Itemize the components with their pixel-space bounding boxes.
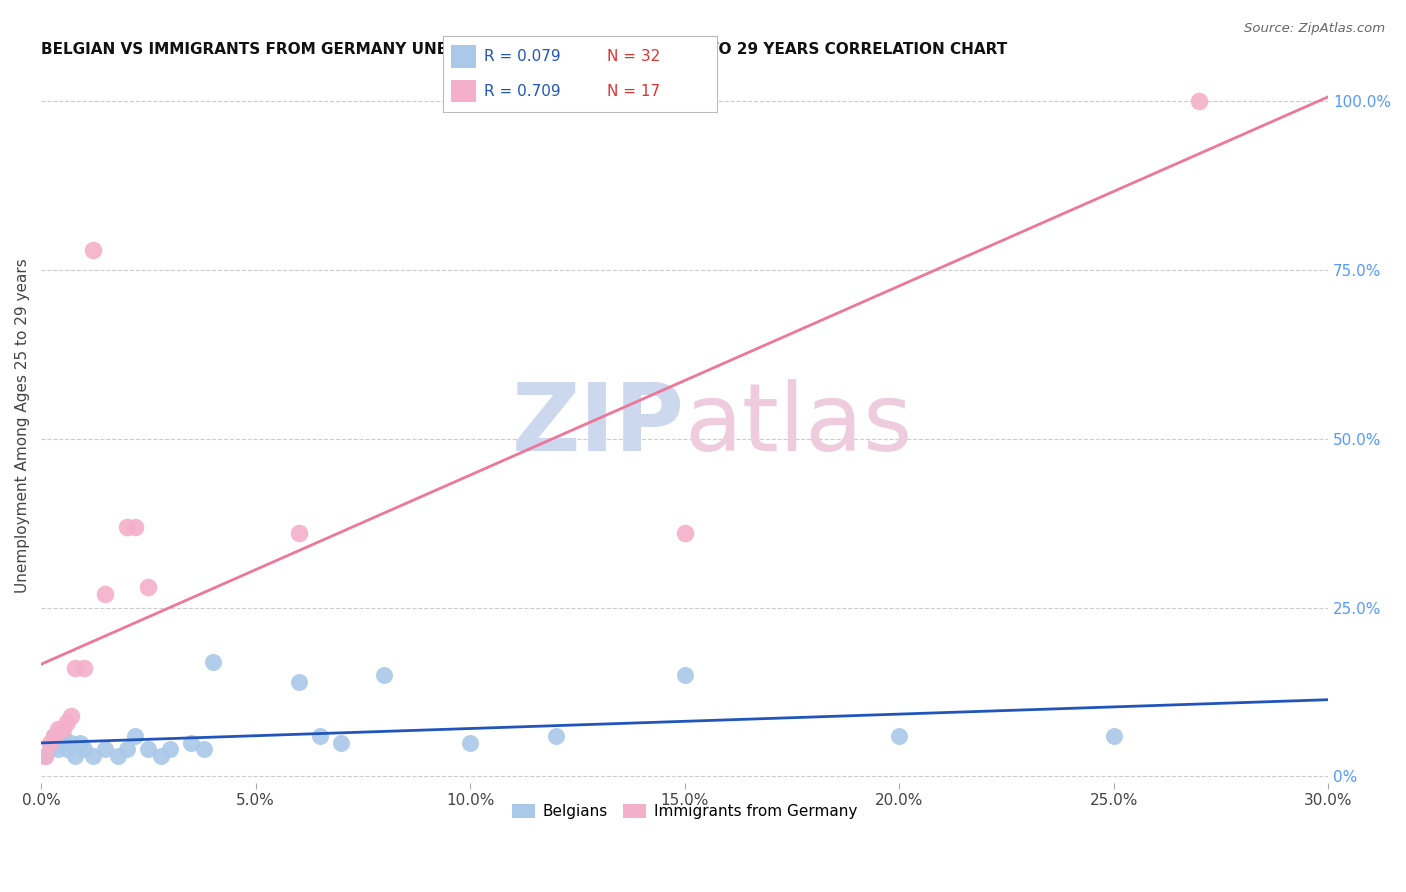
Text: Source: ZipAtlas.com: Source: ZipAtlas.com (1244, 22, 1385, 36)
Point (82, 749, 104, 764)
Point (115, 519, 138, 533)
Point (138, 580, 160, 594)
Point (42, 729, 65, 743)
Text: BELGIAN VS IMMIGRANTS FROM GERMANY UNEMPLOYMENT AMONG AGES 25 TO 29 YEARS CORREL: BELGIAN VS IMMIGRANTS FROM GERMANY UNEMP… (41, 42, 1007, 57)
Point (42, 729, 65, 743)
Point (34, 749, 56, 764)
Point (1102, 729, 1125, 743)
Point (82, 243, 104, 257)
Point (115, 742, 138, 756)
Point (38, 742, 60, 756)
Point (887, 729, 910, 743)
Point (673, 668, 696, 682)
Point (107, 749, 129, 764)
Point (330, 735, 353, 749)
Legend: Belgians, Immigrants from Germany: Belgians, Immigrants from Germany (506, 798, 863, 825)
Point (159, 742, 181, 756)
Text: R = 0.079: R = 0.079 (484, 49, 561, 63)
Point (46, 742, 69, 756)
Point (38, 735, 60, 749)
Point (73, 742, 96, 756)
Point (69, 735, 91, 749)
Point (1188, 95, 1211, 109)
FancyBboxPatch shape (451, 45, 475, 68)
Point (60, 708, 83, 723)
Point (51, 729, 73, 743)
Point (138, 742, 160, 756)
Text: ZIP: ZIP (512, 379, 685, 471)
Point (673, 526, 696, 541)
Point (73, 661, 96, 675)
Point (309, 729, 332, 743)
Point (124, 729, 146, 743)
Point (124, 519, 146, 533)
Point (180, 735, 202, 749)
Text: N = 17: N = 17 (607, 84, 661, 98)
Point (373, 668, 395, 682)
Point (42, 735, 65, 749)
Point (287, 674, 309, 689)
Point (51, 722, 73, 736)
Point (150, 749, 173, 764)
Point (458, 735, 481, 749)
Point (60, 735, 83, 749)
Point (46, 722, 69, 736)
Text: N = 32: N = 32 (607, 49, 661, 63)
Point (51, 735, 73, 749)
Y-axis label: Unemployment Among Ages 25 to 29 years: Unemployment Among Ages 25 to 29 years (15, 258, 30, 592)
Point (94, 742, 117, 756)
Point (34, 749, 56, 764)
Point (544, 729, 567, 743)
Point (65, 749, 87, 764)
Point (201, 655, 224, 669)
Point (56, 742, 79, 756)
Point (193, 742, 215, 756)
Point (56, 715, 79, 730)
Point (94, 587, 117, 601)
Point (287, 526, 309, 541)
Point (65, 661, 87, 675)
Text: R = 0.709: R = 0.709 (484, 84, 561, 98)
FancyBboxPatch shape (451, 79, 475, 103)
Text: atlas: atlas (685, 379, 912, 471)
